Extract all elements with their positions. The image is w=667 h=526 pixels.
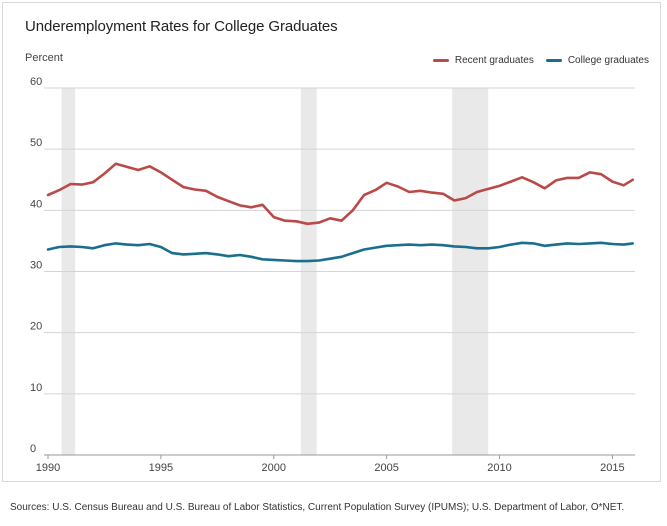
legend-swatch-college (545, 59, 562, 62)
y-axis-label: Percent (25, 52, 63, 64)
x-tick-label: 2000 (262, 462, 286, 474)
series-line-college-graduates (46, 241, 635, 263)
x-tick-label: 2005 (374, 462, 398, 474)
series-line-recent-graduates (46, 162, 635, 226)
chart-frame (2, 2, 661, 482)
legend-item-recent: Recent graduates (432, 55, 534, 66)
chart-legend: Recent graduates College graduates (432, 55, 649, 66)
legend-label-college: College graduates (567, 55, 649, 66)
legend-item-college: College graduates (545, 55, 649, 66)
source-note: Sources: U.S. Census Bureau and U.S. Bur… (10, 502, 625, 513)
y-tick-label: 30 (30, 260, 42, 272)
x-tick-label: 1990 (36, 462, 60, 474)
x-tick-label: 2010 (487, 462, 511, 474)
y-tick-label: 50 (30, 137, 42, 149)
y-tick-label: 40 (30, 198, 42, 210)
x-tick-label: 2015 (600, 462, 624, 474)
chart-title: Underemployment Rates for College Gradua… (25, 18, 338, 35)
legend-swatch-recent (432, 59, 449, 62)
x-tick-label: 1995 (149, 462, 173, 474)
y-tick-label: 60 (30, 76, 42, 88)
y-tick-label: 0 (30, 443, 36, 455)
y-tick-label: 20 (30, 321, 42, 333)
legend-label-recent: Recent graduates (454, 55, 534, 66)
y-tick-label: 10 (30, 382, 42, 394)
